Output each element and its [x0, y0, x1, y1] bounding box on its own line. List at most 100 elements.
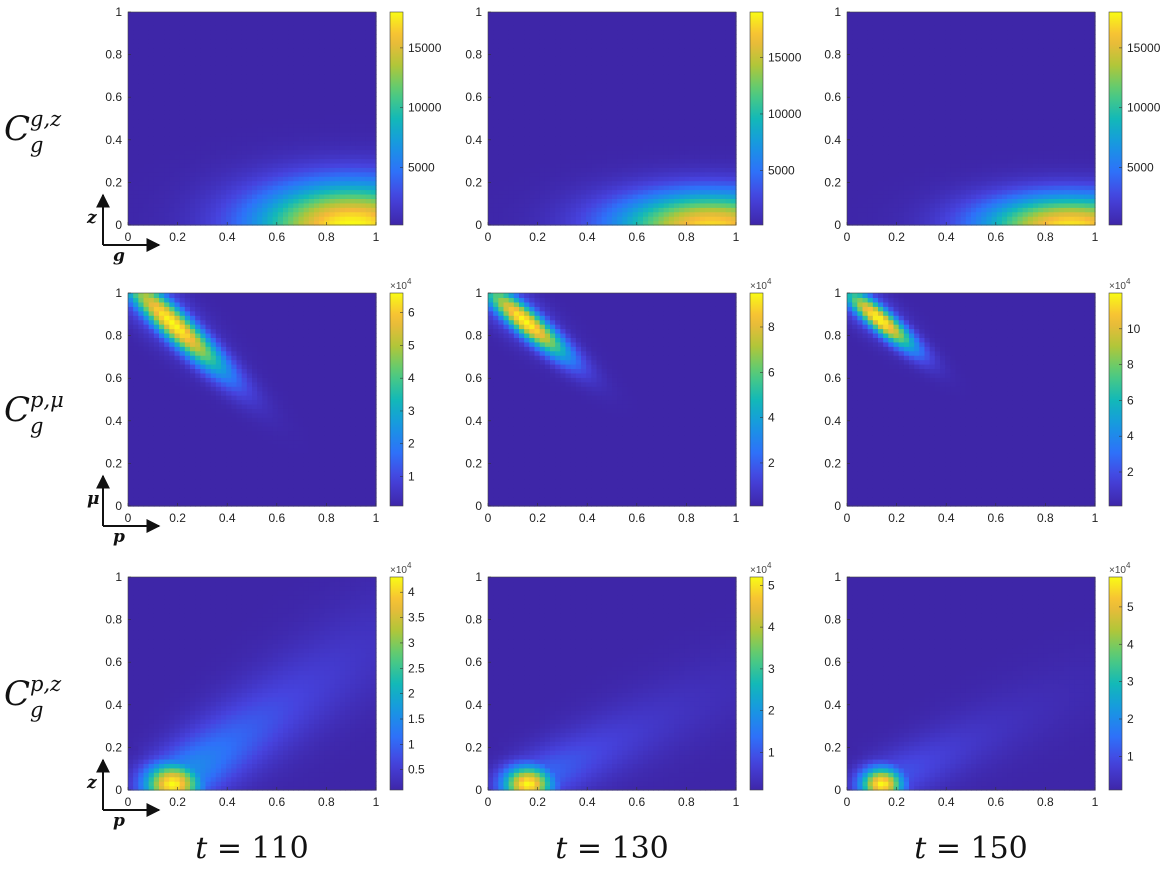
- heatmap-cell: [488, 74, 494, 80]
- heatmap-cell: [847, 60, 853, 66]
- heatmap-cell: [550, 167, 556, 173]
- heatmap-cell: [133, 12, 139, 18]
- heatmap-cell: [653, 56, 660, 62]
- heatmap-cell: [586, 25, 592, 31]
- heatmap-cell: [498, 69, 505, 75]
- heatmap-cell: [539, 56, 546, 62]
- heatmap-cell: [534, 207, 541, 213]
- heatmap-cell: [674, 149, 680, 155]
- heatmap-cell: [324, 74, 331, 80]
- heatmap-cell: [852, 180, 858, 186]
- heatmap-cell: [570, 167, 577, 173]
- heatmap-cell: [272, 38, 279, 44]
- heatmap-cell: [617, 145, 623, 151]
- heatmap-cell: [143, 202, 150, 208]
- heatmap-cell: [648, 140, 654, 146]
- heatmap-cell: [508, 51, 515, 57]
- heatmap-cell: [872, 105, 879, 111]
- heatmap-cell: [586, 193, 592, 199]
- heatmap-cell: [539, 83, 546, 89]
- heatmap-cell: [715, 140, 722, 146]
- heatmap-cell: [519, 74, 525, 80]
- heatmap-cell: [370, 34, 377, 40]
- heatmap-cell: [720, 216, 727, 222]
- heatmap-cell: [519, 83, 525, 89]
- heatmap-cell: [637, 29, 644, 35]
- heatmap-cell: [143, 122, 150, 128]
- heatmap-cell: [314, 127, 320, 133]
- heatmap-cell: [663, 162, 670, 168]
- heatmap-cell: [648, 171, 654, 177]
- heatmap-cell: [319, 122, 325, 128]
- heatmap-cell: [513, 16, 520, 22]
- heatmap-cell: [503, 100, 510, 106]
- heatmap-cell: [128, 109, 134, 115]
- heatmap-cell: [679, 74, 685, 80]
- heatmap-cell: [345, 189, 351, 195]
- heatmap-cell: [277, 87, 284, 93]
- heatmap-cell: [684, 96, 691, 102]
- heatmap-cell: [262, 158, 269, 164]
- heatmap-cell: [231, 154, 238, 160]
- heatmap-cell: [184, 38, 191, 44]
- heatmap-cell: [601, 185, 608, 191]
- heatmap-cell: [314, 87, 320, 93]
- heatmap-cell: [529, 211, 536, 217]
- heatmap-cell: [277, 91, 284, 97]
- heatmap-cell: [544, 38, 551, 44]
- heatmap-cell: [539, 91, 546, 97]
- heatmap-cell: [314, 131, 320, 137]
- heatmap-cell: [862, 185, 869, 191]
- heatmap-cell: [267, 105, 274, 111]
- heatmap-cell: [612, 47, 618, 53]
- heatmap-cell: [190, 189, 196, 195]
- heatmap-cell: [365, 100, 372, 106]
- heatmap-cell: [872, 216, 879, 222]
- heatmap-cell: [174, 16, 181, 22]
- heatmap-cell: [241, 83, 248, 89]
- heatmap-cell: [365, 96, 372, 102]
- heatmap-cell: [148, 216, 155, 222]
- heatmap-cell: [164, 43, 170, 49]
- heatmap-cell: [529, 51, 536, 57]
- heatmap-cell: [262, 74, 269, 80]
- heatmap-cell: [231, 158, 238, 164]
- heatmap-cell: [488, 47, 494, 53]
- heatmap-cell: [586, 29, 592, 35]
- heatmap-cell: [730, 16, 737, 22]
- heatmap-cell: [262, 34, 269, 40]
- x-tick-label: 0.8: [678, 230, 695, 244]
- heatmap-cell: [210, 136, 217, 142]
- heatmap-cell: [164, 20, 170, 26]
- heatmap-cell: [329, 12, 336, 18]
- heatmap-cell: [283, 38, 289, 44]
- heatmap-cell: [519, 145, 525, 151]
- heatmap-cell: [308, 189, 315, 195]
- heatmap-cell: [627, 176, 634, 182]
- heatmap-cell: [190, 118, 196, 124]
- heatmap-cell: [277, 154, 284, 160]
- heatmap-cell: [153, 154, 160, 160]
- heatmap-cell: [205, 211, 212, 217]
- heatmap-cell: [169, 176, 176, 182]
- heatmap-cell: [534, 60, 541, 66]
- heatmap-cell: [658, 12, 665, 18]
- heatmap-cell: [705, 43, 711, 49]
- heatmap-cell: [720, 60, 727, 66]
- heatmap-cell: [852, 109, 858, 115]
- heatmap-cell: [730, 145, 737, 151]
- heatmap-cell: [674, 105, 680, 111]
- heatmap-cell: [847, 127, 853, 133]
- heatmap-cell: [617, 105, 623, 111]
- heatmap-cell: [498, 34, 505, 40]
- heatmap-cell: [725, 12, 732, 18]
- heatmap-cell: [257, 43, 263, 49]
- heatmap-cell: [725, 136, 732, 142]
- heatmap-cell: [710, 78, 716, 84]
- heatmap-cell: [308, 100, 315, 106]
- heatmap-cell: [524, 154, 530, 160]
- heatmap-cell: [648, 149, 654, 155]
- heatmap-cell: [195, 69, 201, 75]
- heatmap-cell: [689, 100, 696, 106]
- heatmap-cell: [308, 47, 315, 53]
